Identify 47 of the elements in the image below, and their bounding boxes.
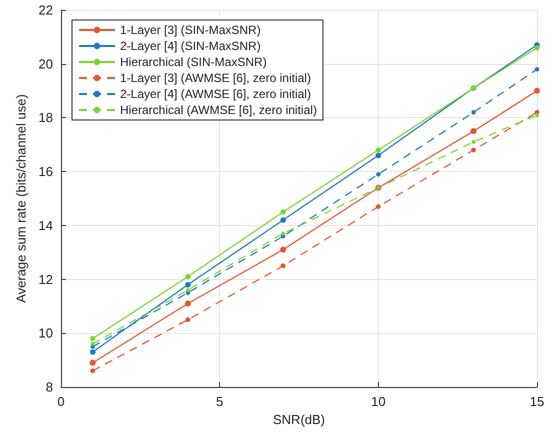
y-tick-label: 18 (38, 110, 53, 126)
x-axis-title: SNR(dB) (272, 412, 326, 427)
point (90, 336, 96, 342)
point (534, 88, 540, 94)
y-tick-label: 20 (38, 56, 53, 72)
point (185, 282, 191, 288)
y-tick-label: 12 (38, 272, 53, 287)
point (90, 342, 95, 346)
point (186, 317, 190, 322)
point (185, 274, 191, 280)
point (376, 172, 381, 176)
point (90, 360, 96, 366)
point (186, 288, 190, 292)
point (280, 246, 286, 253)
x-tick-label: 15 (530, 394, 544, 409)
point (184, 300, 191, 307)
x-tick-label: 5 (216, 394, 224, 409)
point (535, 113, 539, 118)
point (472, 140, 476, 144)
point (376, 152, 382, 158)
point (534, 67, 540, 72)
point (281, 232, 286, 236)
point (470, 128, 477, 134)
x-tick-label: 10 (371, 394, 386, 409)
y-tick-label: 8 (46, 380, 53, 394)
x-tick-label: 0 (57, 394, 65, 409)
legend-label: Hierarchical (AWMSE [6], zero initial) (120, 103, 317, 117)
point (280, 263, 286, 268)
point (280, 217, 286, 223)
legend-label: 1-Layer [3] (SIN-MaxSNR) (120, 23, 261, 37)
point (376, 204, 381, 209)
legend-label: 1-Layer [3] (AWMSE [6], zero initial) (120, 71, 311, 85)
point (534, 45, 540, 50)
legend-label: Hierarchical (SIN-MaxSNR) (120, 55, 267, 69)
point (471, 148, 476, 152)
point (280, 209, 286, 215)
y-tick-label: 16 (38, 164, 53, 180)
y-tick-label: 22 (38, 2, 53, 18)
y-tick-label: 14 (38, 218, 53, 233)
point (90, 349, 96, 355)
point (90, 368, 96, 374)
legend-label: 2-Layer [4] (AWMSE [6], zero initial) (120, 87, 311, 101)
y-axis-title: Average sum rate (bits/channel use) (14, 94, 29, 303)
y-tick-label: 10 (38, 326, 53, 341)
legend-label: 2-Layer [4] (SIN-MaxSNR) (120, 39, 261, 53)
point (376, 147, 381, 153)
point (471, 110, 476, 115)
